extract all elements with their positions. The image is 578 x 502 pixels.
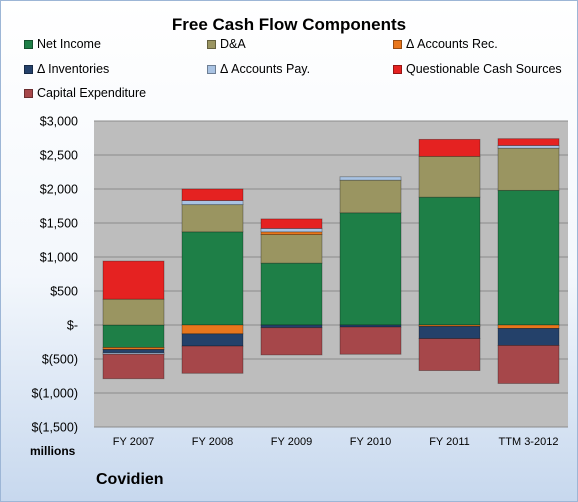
legend-label: Questionable Cash Sources (406, 62, 562, 76)
bar-segment (339, 212, 402, 326)
legend-swatch (393, 64, 402, 74)
legend-swatch (393, 39, 402, 49)
chart-title: Free Cash Flow Components (171, 15, 407, 34)
legend-label: Capital Expenditure (37, 86, 147, 100)
plot-area (94, 121, 568, 427)
legend-swatch (207, 39, 216, 49)
bar-segment (497, 324, 560, 329)
bar-segment (102, 324, 165, 348)
bar-segment (260, 262, 323, 326)
legend-swatch (24, 64, 33, 74)
legend-label: D&A (220, 37, 246, 51)
legend-item-inventories: Δ Inventories (24, 62, 109, 76)
bar-segment (418, 138, 481, 157)
bar-segment (497, 145, 560, 149)
legend-label: Net Income (37, 37, 101, 51)
bar-segment (181, 204, 244, 233)
legend-swatch (24, 39, 33, 49)
bar-segment (418, 325, 481, 339)
bar-segment (102, 349, 165, 354)
x-tick-label: FY 2008 (192, 436, 233, 448)
bar-segment (102, 260, 165, 300)
x-tick-label: FY 2011 (429, 436, 470, 448)
legend-swatch (207, 64, 216, 74)
y-tick-label: $(1,500) (31, 421, 78, 435)
legend-item-accounts-rec: Δ Accounts Rec. (393, 37, 498, 51)
bar-segment (181, 345, 244, 374)
bar-segment (181, 324, 244, 335)
y-tick-label: $1,500 (40, 217, 78, 231)
x-tick-label: FY 2010 (350, 436, 391, 448)
x-tick-label: TTM 3-2012 (499, 436, 559, 448)
legend-label: Δ Inventories (37, 62, 110, 76)
bar-segment (260, 228, 323, 233)
bar-segment (339, 179, 402, 214)
bar-segment (339, 326, 402, 355)
x-tick-label: FY 2007 (113, 436, 154, 448)
bar-segment (260, 324, 323, 329)
bar-segment (260, 231, 323, 235)
legend-item-accounts-pay: Δ Accounts Pay. (207, 62, 310, 76)
bar-segment (497, 189, 560, 326)
bar-segment (102, 298, 165, 326)
y-tick-label: $500 (50, 285, 78, 299)
bar-segment (497, 327, 560, 346)
y-tick-label: $3,000 (40, 115, 78, 129)
bar-segment (181, 333, 244, 347)
legend-item-da: D&A (207, 37, 246, 51)
bar-segment (181, 231, 244, 326)
legend-item-questionable-cash: Questionable Cash Sources (393, 62, 562, 76)
bar-segment (418, 338, 481, 371)
bar-segment (497, 138, 560, 146)
legend-item-net-income: Net Income (24, 37, 101, 51)
company-name: Covidien (96, 471, 164, 488)
bar-segment (181, 188, 244, 201)
bar-segment (260, 327, 323, 356)
bar-segment (418, 155, 481, 198)
y-tick-label: $- (67, 319, 78, 333)
units-label: millions (30, 444, 76, 458)
x-tick-label: FY 2009 (271, 436, 312, 448)
bar-segment (497, 147, 560, 191)
y-tick-label: $(1,000) (31, 387, 78, 401)
legend-label: Δ Accounts Pay. (220, 62, 311, 76)
bar-segment (102, 353, 165, 380)
legend-item-capex: Capital Expenditure (24, 86, 146, 100)
legend-swatch (24, 88, 33, 98)
legend-label: Δ Accounts Rec. (406, 37, 498, 51)
bar-segment (339, 176, 402, 181)
bar-segment (260, 218, 323, 229)
y-tick-label: $1,000 (40, 251, 78, 265)
bar-segment (260, 234, 323, 264)
y-tick-label: $2,500 (40, 149, 78, 163)
y-tick-label: $2,000 (40, 183, 78, 197)
y-tick-label: $(500) (42, 353, 78, 367)
bar-segment (497, 344, 560, 384)
bar-segment (418, 196, 481, 326)
bar-segment (181, 200, 244, 206)
